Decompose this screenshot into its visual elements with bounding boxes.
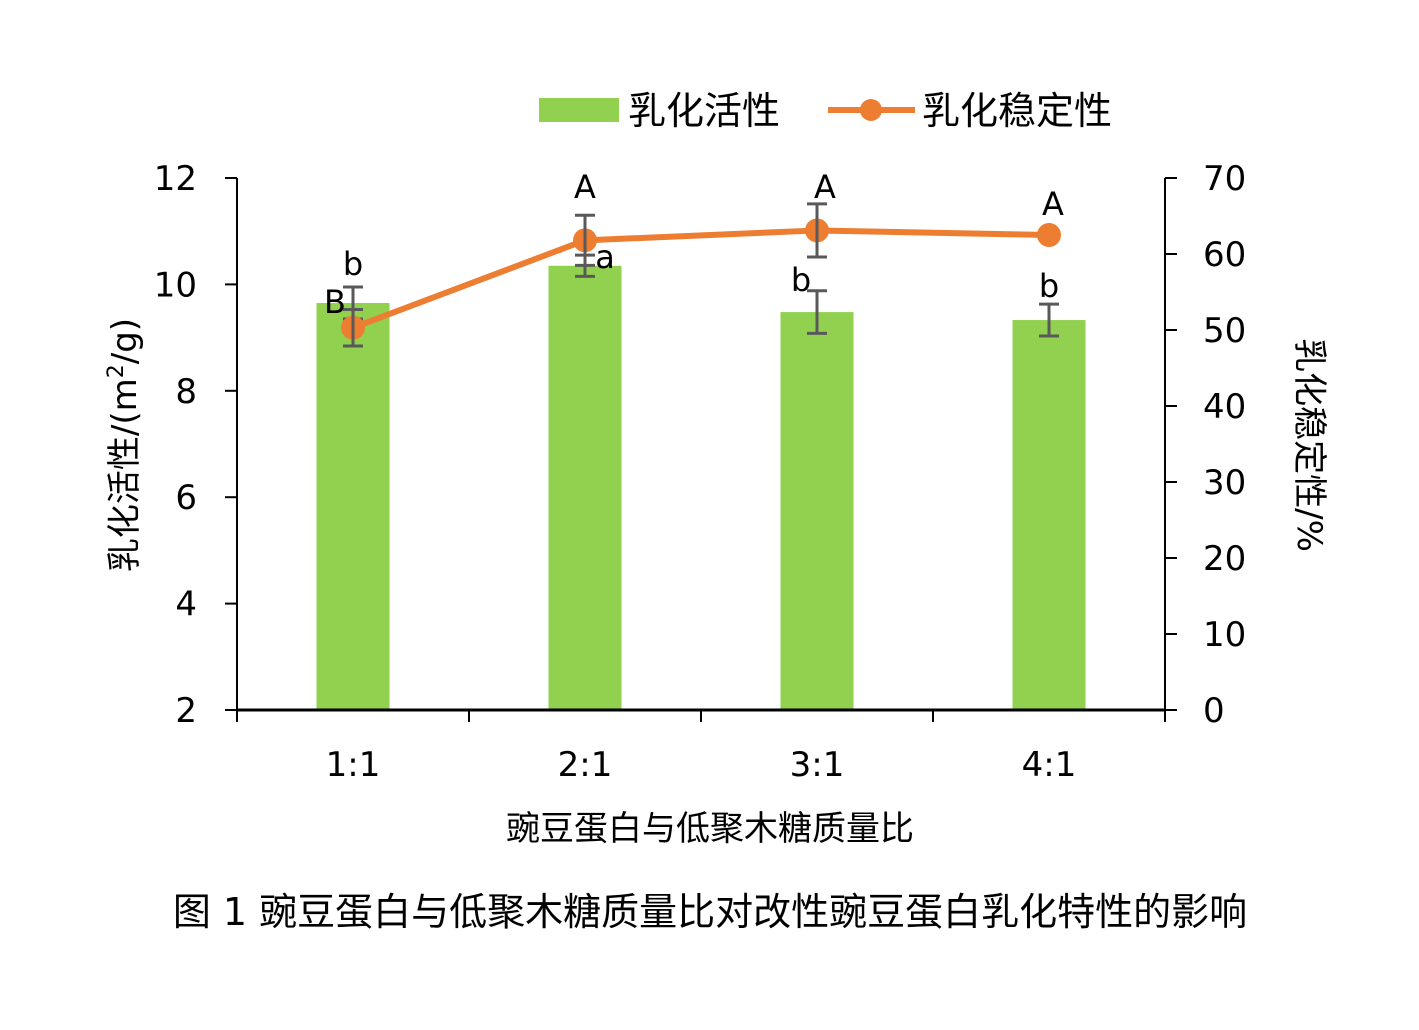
bar-3	[780, 312, 854, 710]
legend: 乳化活性 乳化稳定性	[539, 89, 1112, 133]
right-tick-label: 40	[1203, 387, 1246, 427]
left-tick-label: 4	[175, 585, 197, 625]
right-axis-ticks: 0 10 20 30 40 50 60 70	[1165, 159, 1246, 731]
activity-significance-label: b	[1039, 267, 1059, 305]
left-axis-title: 乳化活性/(m2/g)	[104, 318, 145, 572]
activity-significance-label: b	[343, 245, 363, 283]
x-axis-title: 豌豆蛋白与低聚木糖质量比	[506, 809, 914, 849]
right-tick-label: 0	[1203, 691, 1225, 731]
x-tick-label: 1:1	[326, 745, 381, 785]
legend-label-stability: 乳化稳定性	[922, 89, 1112, 133]
left-tick-label: 2	[175, 691, 197, 731]
x-tick-label: 4:1	[1022, 745, 1077, 785]
stability-point-4	[1037, 223, 1061, 247]
left-axis-ticks: 2 4 6 8 10 12	[154, 159, 237, 731]
bar-2	[548, 265, 622, 710]
legend-label-activity: 乳化活性	[628, 89, 780, 133]
figure-caption: 图 1 豌豆蛋白与低聚木糖质量比对改性豌豆蛋白乳化特性的影响	[173, 890, 1247, 934]
stability-significance-label: A	[814, 168, 836, 206]
legend-swatch-bar	[539, 98, 619, 122]
activity-significance-label: a	[595, 238, 615, 276]
significance-labels: b ab bBA A A	[324, 168, 1064, 321]
right-tick-label: 50	[1203, 311, 1246, 351]
left-tick-label: 8	[175, 372, 197, 412]
left-tick-label: 12	[154, 159, 197, 199]
x-axis-ticks: 1:1 2:1 3:1 4:1	[236, 710, 1166, 785]
left-tick-label: 10	[154, 265, 197, 305]
bar-1	[316, 303, 390, 710]
line-error-bars	[343, 202, 827, 348]
right-tick-label: 60	[1203, 235, 1246, 275]
stability-significance-label: A	[574, 168, 596, 206]
line-series	[341, 218, 1061, 340]
x-tick-label: 2:1	[558, 745, 613, 785]
x-tick-label: 3:1	[790, 745, 845, 785]
right-tick-label: 20	[1203, 539, 1246, 579]
activity-significance-label: b	[791, 261, 811, 299]
right-tick-label: 70	[1203, 159, 1246, 199]
right-tick-label: 10	[1203, 615, 1246, 655]
bar-series	[316, 265, 1086, 710]
stability-significance-label: B	[324, 283, 346, 321]
bar-error-bars	[343, 253, 1059, 338]
stability-line	[351, 227, 1050, 331]
right-axis-title: 乳化稳定性/%	[1289, 338, 1329, 552]
legend-swatch-marker	[860, 99, 882, 121]
left-tick-label: 6	[175, 478, 197, 518]
right-tick-label: 30	[1203, 463, 1246, 503]
bar-4	[1012, 320, 1086, 710]
stability-significance-label: A	[1042, 185, 1064, 223]
